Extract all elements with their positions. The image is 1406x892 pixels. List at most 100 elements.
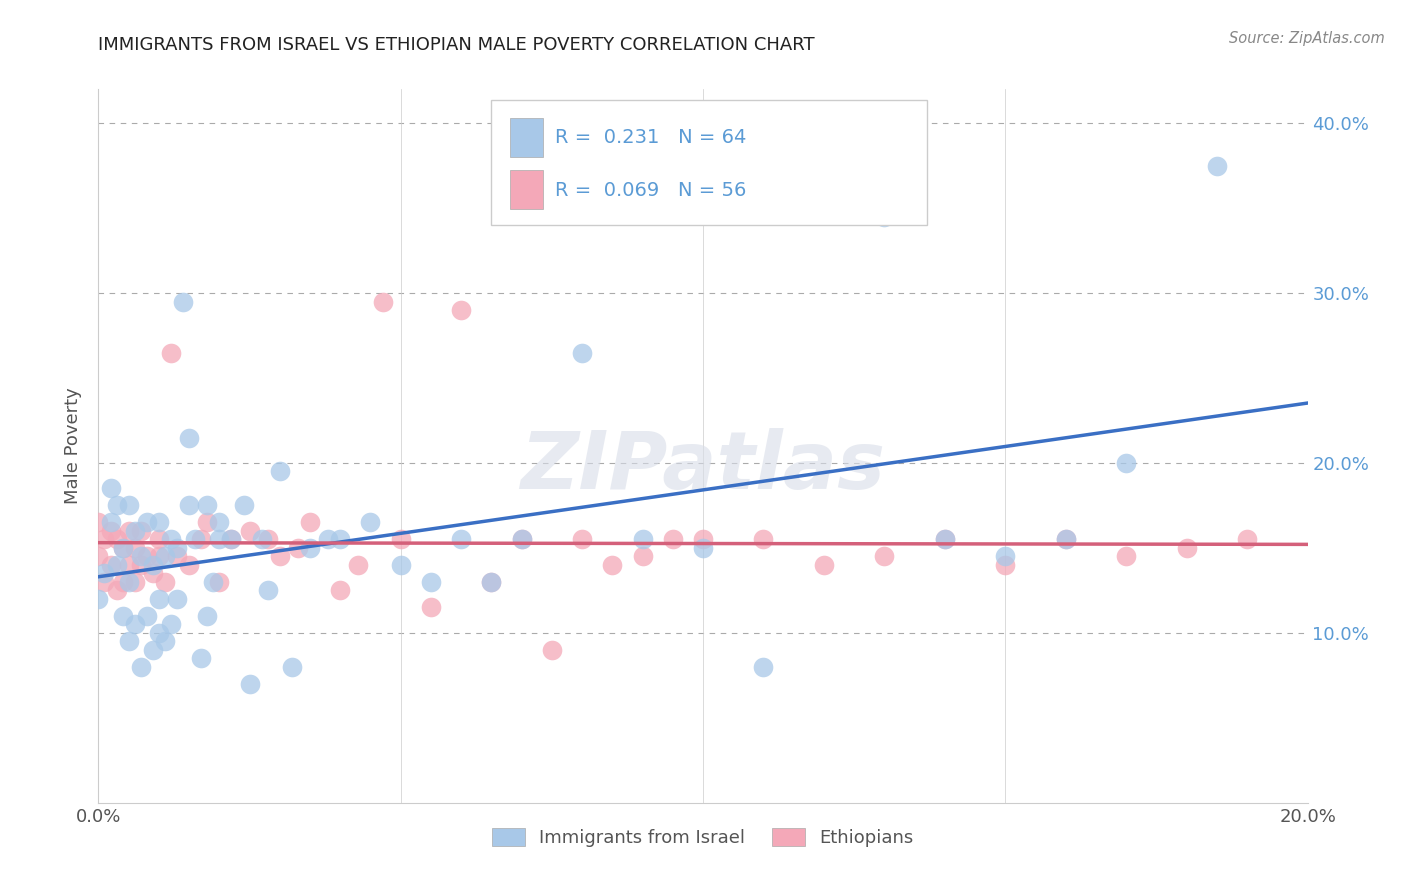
Point [208, 574, 231, 589]
Point [873, 549, 896, 564]
Point [93, 574, 115, 589]
Point [269, 465, 291, 479]
Point [190, 651, 212, 665]
Point [287, 541, 309, 555]
Point [232, 499, 254, 513]
Point [934, 533, 956, 547]
Point [571, 533, 593, 547]
Point [1115, 456, 1137, 470]
Point [118, 558, 141, 572]
Point [420, 574, 443, 589]
Point [118, 574, 141, 589]
Point [190, 533, 212, 547]
Point [105, 533, 128, 547]
Point [148, 591, 170, 606]
Point [1054, 533, 1077, 547]
Point [752, 533, 775, 547]
Point [142, 643, 165, 657]
Point [256, 533, 278, 547]
Point [481, 574, 503, 589]
Point [93, 533, 115, 547]
Point [148, 516, 170, 530]
Point [299, 541, 322, 555]
Point [118, 524, 141, 538]
Point [148, 533, 170, 547]
Point [239, 677, 262, 691]
Point [329, 533, 352, 547]
Point [87, 549, 110, 564]
Point [148, 549, 170, 564]
Point [179, 430, 201, 444]
Point [111, 574, 134, 589]
Point [153, 549, 176, 564]
Point [360, 516, 382, 530]
Point [329, 583, 352, 598]
Bar [509, 118, 543, 157]
Point [195, 516, 218, 530]
Point [631, 533, 654, 547]
Point [135, 608, 157, 623]
Point [142, 558, 165, 572]
Point [87, 516, 110, 530]
Point [172, 294, 194, 309]
Text: ZIPatlas: ZIPatlas [520, 428, 886, 507]
Point [179, 558, 201, 572]
Point [202, 574, 225, 589]
Point [481, 574, 503, 589]
Text: Source: ZipAtlas.com: Source: ZipAtlas.com [1229, 31, 1385, 46]
Point [873, 210, 896, 224]
Point [129, 660, 152, 674]
Point [692, 541, 714, 555]
Point [256, 583, 278, 598]
Text: R =  0.231   N = 64: R = 0.231 N = 64 [555, 128, 747, 147]
Point [100, 482, 122, 496]
Point [540, 643, 562, 657]
Point [153, 634, 176, 648]
Point [450, 303, 472, 318]
Point [129, 549, 152, 564]
Text: IMMIGRANTS FROM ISRAEL VS ETHIOPIAN MALE POVERTY CORRELATION CHART: IMMIGRANTS FROM ISRAEL VS ETHIOPIAN MALE… [98, 36, 815, 54]
Legend: Immigrants from Israel, Ethiopians: Immigrants from Israel, Ethiopians [485, 821, 921, 855]
Point [994, 558, 1017, 572]
Point [371, 294, 394, 309]
Point [129, 558, 152, 572]
Point [166, 549, 188, 564]
Point [160, 345, 183, 359]
Point [602, 558, 624, 572]
Point [111, 541, 134, 555]
Point [389, 558, 412, 572]
Point [135, 549, 157, 564]
Point [281, 660, 304, 674]
Point [105, 583, 128, 598]
Point [160, 617, 183, 632]
Point [239, 524, 262, 538]
Point [752, 660, 775, 674]
Point [129, 524, 152, 538]
Point [250, 533, 273, 547]
Point [105, 558, 128, 572]
Point [100, 524, 122, 538]
Point [661, 533, 683, 547]
Point [510, 533, 533, 547]
Point [118, 499, 141, 513]
Point [135, 516, 157, 530]
Point [142, 566, 165, 581]
Point [87, 591, 110, 606]
Point [111, 541, 134, 555]
Point [124, 574, 146, 589]
Text: R =  0.069   N = 56: R = 0.069 N = 56 [555, 181, 747, 200]
Point [510, 533, 533, 547]
Point [221, 533, 243, 547]
Point [111, 608, 134, 623]
Point [389, 533, 412, 547]
Point [299, 516, 322, 530]
Point [208, 516, 231, 530]
Point [153, 574, 176, 589]
Point [195, 499, 218, 513]
FancyBboxPatch shape [492, 100, 927, 225]
Point [631, 549, 654, 564]
Point [124, 541, 146, 555]
Point [148, 626, 170, 640]
Point [179, 499, 201, 513]
Point [571, 345, 593, 359]
